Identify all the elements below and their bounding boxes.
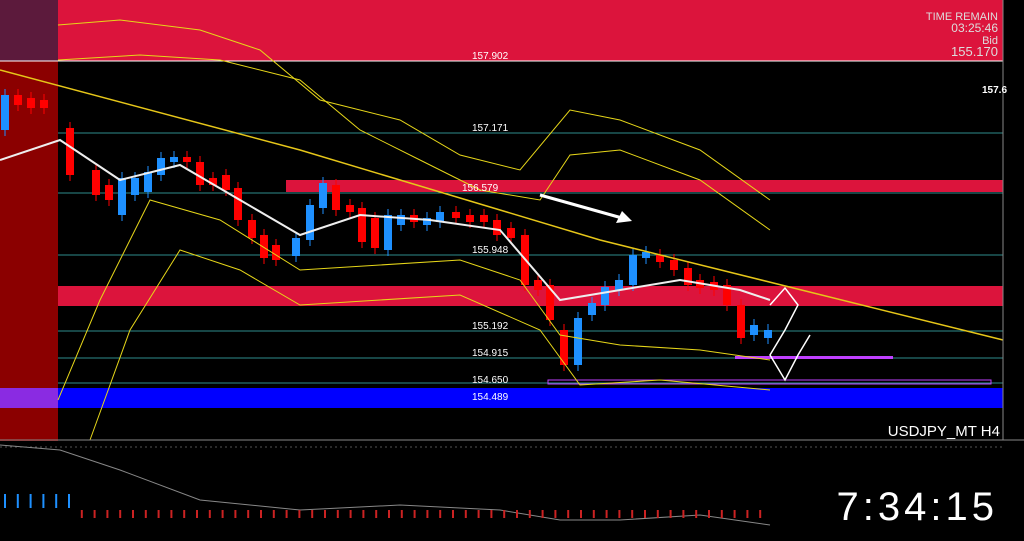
- level-label: 154.489: [472, 392, 509, 403]
- candle-body: [40, 100, 48, 108]
- candle-body: [384, 215, 392, 250]
- candle-body: [493, 220, 501, 235]
- moving-average: [0, 138, 771, 302]
- candle-body: [209, 178, 217, 185]
- indicator-histogram: [4, 494, 762, 518]
- candle-body: [319, 183, 327, 208]
- candle-body: [764, 330, 772, 338]
- bid: 155.170: [951, 44, 998, 59]
- time-remain: 03:25:46: [951, 21, 998, 35]
- supply-zone: [286, 180, 1003, 192]
- symbol: USDJPY_MT H4: [888, 423, 1000, 440]
- time-remain-label: TIME REMAIN: [926, 11, 998, 23]
- candle-body: [723, 285, 731, 305]
- candle-body: [118, 178, 126, 215]
- candle-body: [105, 185, 113, 200]
- candle-body: [371, 218, 379, 248]
- candle-body: [615, 280, 623, 290]
- candle-body: [560, 330, 568, 365]
- band-lower2: [89, 249, 771, 441]
- candle-body: [480, 215, 488, 222]
- candle-body: [92, 170, 100, 195]
- candle-body: [157, 158, 165, 175]
- candle-body: [507, 228, 515, 238]
- indicator-line: [0, 444, 771, 526]
- level-label: 154.915: [472, 348, 509, 359]
- left-zone: [0, 61, 58, 441]
- left-top-zone: [0, 0, 58, 61]
- candle-body: [656, 255, 664, 262]
- candle-body: [737, 305, 745, 338]
- candle-body: [260, 235, 268, 258]
- candle-body: [670, 260, 678, 270]
- candle-body: [346, 205, 354, 212]
- candle-body: [750, 325, 758, 335]
- level-label: 156.579: [462, 183, 499, 194]
- candle-body: [234, 188, 242, 220]
- marker-bar: [735, 356, 893, 359]
- candle-body: [306, 205, 314, 240]
- candle-body: [397, 215, 405, 225]
- candle-body: [292, 238, 300, 256]
- price-axis: [1003, 0, 1024, 541]
- candle-body: [196, 162, 204, 185]
- resistance-zone: [0, 0, 1003, 61]
- candle-body: [466, 215, 474, 222]
- candle-body: [642, 252, 650, 258]
- level-label: 157.171: [472, 123, 509, 134]
- candle-body: [222, 175, 230, 190]
- arrow-head: [616, 211, 632, 223]
- marker-bar: [547, 379, 992, 385]
- candle-body: [248, 220, 256, 238]
- level-label: 157.902: [472, 51, 509, 62]
- candle-body: [684, 268, 692, 285]
- bid-label: Bid: [982, 35, 998, 47]
- candle-body: [574, 318, 582, 365]
- candle-body: [629, 255, 637, 285]
- demand-zone: [0, 388, 1003, 408]
- candle-body: [601, 287, 609, 305]
- candle-body: [272, 245, 280, 260]
- candle-body: [144, 172, 152, 192]
- candle-body: [358, 208, 366, 242]
- axis-price: 157.6: [982, 85, 1007, 96]
- candle-body: [436, 212, 444, 222]
- projection-arrows: [769, 286, 811, 382]
- trendline: [0, 69, 1004, 341]
- candle-body: [452, 212, 460, 218]
- level-label: 155.948: [472, 245, 509, 256]
- candle-body: [170, 157, 178, 162]
- level-label: 155.192: [472, 321, 509, 332]
- candle-body: [14, 95, 22, 105]
- candle-body: [66, 128, 74, 175]
- candle-body: [332, 185, 340, 210]
- supply-zone: [58, 286, 1003, 306]
- band-mid: [57, 54, 771, 231]
- clock: 7:34:15: [837, 485, 998, 529]
- band-upper: [57, 19, 771, 201]
- candle-body: [27, 98, 35, 108]
- demand-zone-left: [0, 388, 58, 408]
- candle-body: [423, 218, 431, 225]
- candle-body: [183, 157, 191, 162]
- candle-body: [131, 178, 139, 195]
- arrow: [539, 193, 623, 220]
- candle-body: [534, 280, 542, 290]
- candle-body: [546, 285, 554, 320]
- band-lower: [57, 199, 771, 401]
- candle-body: [1, 95, 9, 130]
- level-label: 154.650: [472, 375, 509, 386]
- candle-body: [588, 303, 596, 315]
